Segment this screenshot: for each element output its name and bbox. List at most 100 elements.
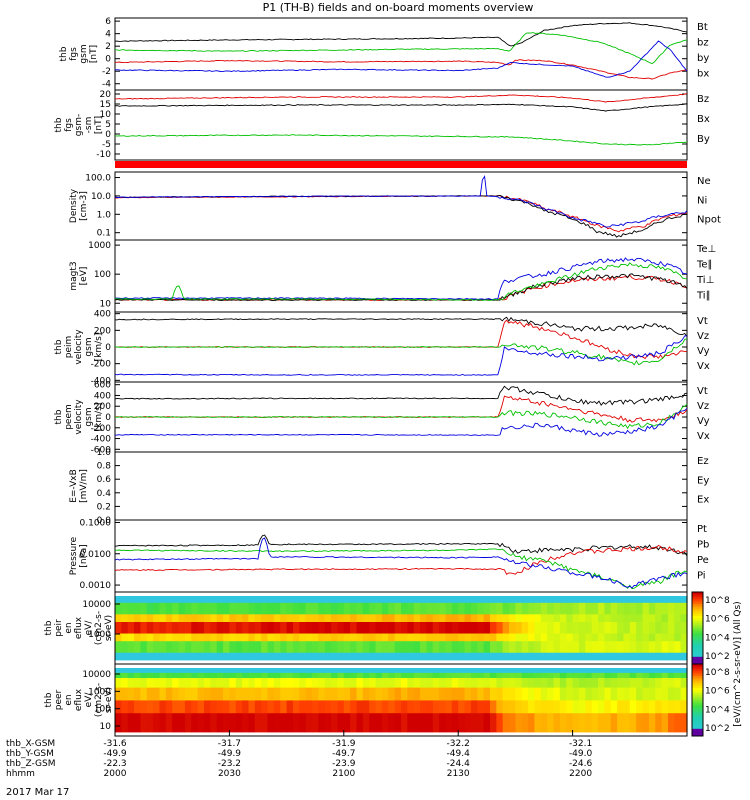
y-axis-label: thb peim velocity gsm [km/s] [54, 329, 104, 365]
spectrogram-cell [483, 602, 491, 615]
x-tick-label: -22.3 [103, 759, 126, 769]
spectrogram-cell [165, 672, 173, 678]
spectrogram-cell [623, 687, 631, 701]
date-label: 2017 Mar 17 [6, 787, 69, 798]
spectrogram-cell [553, 687, 561, 701]
spectrogram-cell [350, 687, 358, 701]
spectrogram-cell [407, 621, 415, 634]
spectrogram-cell [369, 640, 377, 653]
spectrogram-cell [267, 633, 275, 642]
colorbar-cell [692, 613, 703, 617]
spectrogram-cell [312, 602, 319, 615]
legend-entry: By [697, 134, 710, 145]
spectrogram-cell [540, 700, 548, 714]
spectrogram-cell [369, 633, 377, 642]
spectrogram-cell [267, 596, 275, 603]
spectrogram-cell [528, 668, 536, 673]
spectrogram-cell [439, 640, 447, 653]
spectrogram-cell [203, 700, 211, 714]
spectrogram-cell [356, 677, 364, 688]
spectrogram-cell [578, 613, 586, 622]
spectrogram-cell [572, 640, 580, 653]
legend-entry: Bt [697, 22, 708, 33]
spectrogram-cell [394, 633, 402, 642]
spectrogram-cell [235, 672, 243, 678]
spectrogram-cell [572, 596, 580, 603]
spectrogram-cell [172, 652, 180, 661]
spectrogram-cell [540, 621, 548, 634]
spectrogram-cell [388, 621, 396, 634]
spectrogram-cell [578, 602, 586, 615]
spectrogram-cell [318, 633, 326, 642]
spectrogram-cell [312, 652, 319, 661]
y-axis-label-line: peer [54, 689, 64, 710]
spectrogram-cell [216, 602, 224, 615]
spectrogram-cell [591, 596, 599, 603]
spectrogram-cell [401, 633, 408, 642]
spectrogram-cell [655, 712, 663, 733]
spectrogram-cell [464, 602, 472, 615]
spectrogram-cell [515, 613, 523, 622]
legend-entry: bx [697, 69, 709, 80]
spectrogram-cell [127, 652, 135, 661]
spectrogram-cell [547, 613, 555, 622]
spectrogram-cell [680, 602, 688, 615]
spectrogram-cell [572, 672, 580, 678]
spectrogram-cell [121, 677, 129, 688]
spectrogram-cell [598, 687, 605, 701]
spectrogram-cell [229, 700, 237, 714]
spectrogram-cell [426, 700, 434, 714]
spectrogram-cell [273, 672, 281, 678]
spectrogram-cell [305, 677, 313, 688]
spectrogram-cell [559, 640, 567, 653]
spectrogram-cell [623, 712, 631, 733]
y-tick-label: 0.0 [97, 516, 112, 526]
spectrogram-cell [356, 596, 364, 603]
spectrogram-cell [483, 677, 491, 688]
spectrogram-cell [413, 677, 421, 688]
spectrogram-cell [197, 700, 205, 714]
colorbar-cell [692, 661, 703, 665]
y-tick-label: 10000 [82, 670, 111, 680]
spectrogram-cell [598, 602, 605, 615]
spectrogram-cell [502, 700, 510, 714]
spectrogram-cell [445, 672, 453, 678]
spectrogram-cell [534, 700, 542, 714]
spectrogram-cell [566, 672, 574, 678]
spectrogram-cell [489, 613, 497, 622]
spectrogram-cell [553, 712, 561, 733]
y-tick-label: 0.0100 [80, 550, 112, 560]
spectrogram-cell [184, 687, 192, 701]
colorbar-tick-label: 10^4 [705, 633, 730, 643]
spectrogram-cell [655, 672, 663, 678]
spectrogram-cell [146, 687, 154, 701]
spectrogram-cell [540, 613, 548, 622]
spectrogram-cell [248, 596, 256, 603]
spectrogram-cell [521, 668, 529, 673]
y-tick-label: -600 [91, 445, 112, 455]
spectrogram-cell [509, 712, 516, 733]
spectrogram-cell [280, 668, 288, 673]
spectrogram-cell [273, 596, 281, 603]
spectrogram-cell [172, 621, 180, 634]
spectrogram-cell [515, 668, 523, 673]
spectrogram-cell [299, 677, 307, 688]
spectrogram-cell [254, 700, 262, 714]
spectrogram-cell [248, 672, 256, 678]
spectrogram-cell [235, 677, 243, 688]
spectrogram-cell [540, 712, 548, 733]
spectrogram-cell [439, 672, 447, 678]
spectrogram-cell [184, 677, 192, 688]
spectrogram-cell [458, 633, 466, 642]
spectrogram-cell [146, 640, 154, 653]
spectrogram-cell [610, 602, 618, 615]
spectrogram-cell [445, 640, 453, 653]
y-tick-label: 0 [105, 343, 111, 353]
spectrogram-cell [470, 621, 478, 634]
spectrogram-cell [407, 613, 415, 622]
spectrogram-cell [280, 672, 288, 678]
spectrogram-cell [426, 596, 434, 603]
spectrogram-cell [674, 602, 682, 615]
x-tick-label: -49.9 [218, 749, 242, 759]
colorbar-cell [692, 596, 703, 600]
